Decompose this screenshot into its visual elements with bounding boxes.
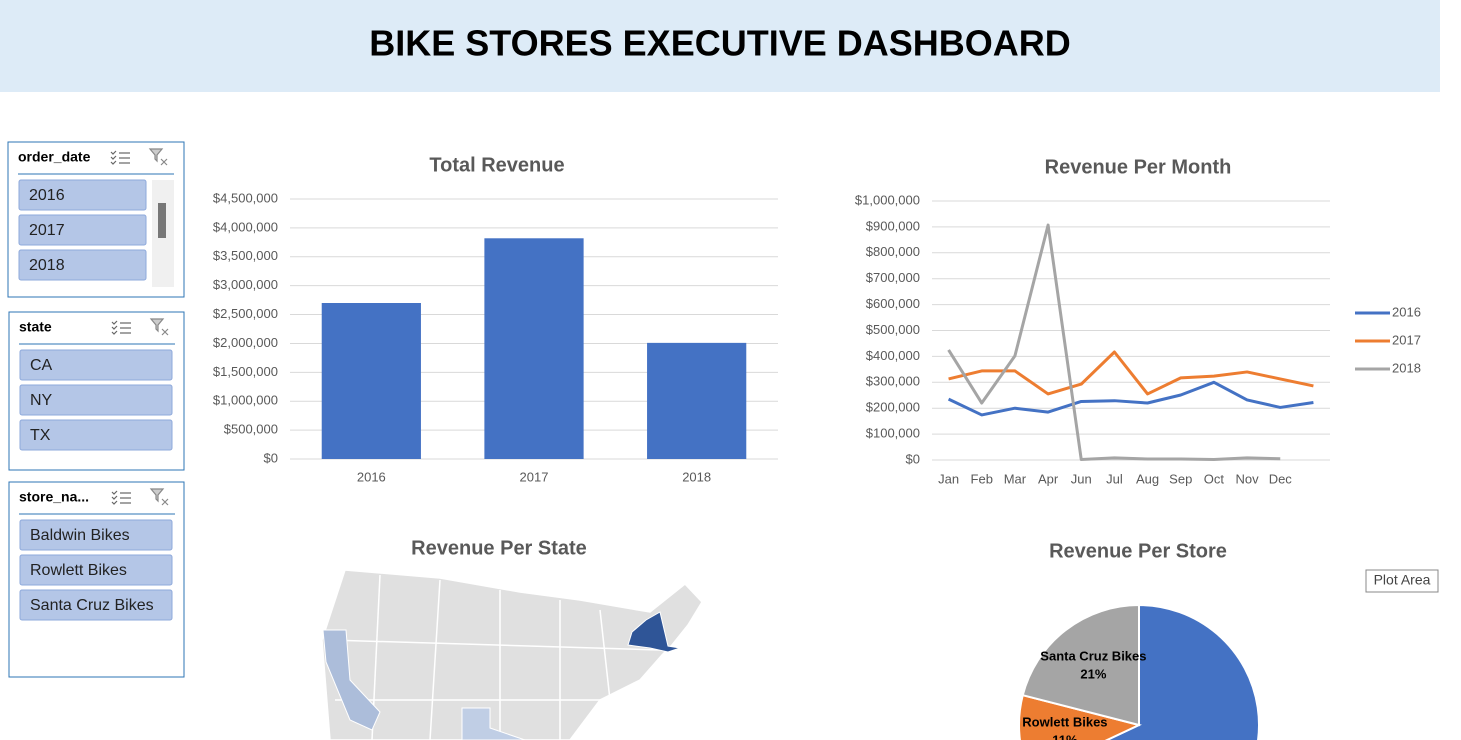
y-tick-label: $400,000 bbox=[866, 348, 920, 363]
x-tick-label: 2016 bbox=[357, 469, 386, 484]
y-tick-label: $4,000,000 bbox=[213, 219, 278, 234]
x-tick-label: 2018 bbox=[682, 469, 711, 484]
x-tick-label: Jul bbox=[1106, 471, 1123, 486]
x-tick-label: Jan bbox=[938, 471, 959, 486]
y-tick-label: $3,500,000 bbox=[213, 248, 278, 263]
pie-value-label: 11% bbox=[1052, 732, 1078, 740]
x-tick-label: Sep bbox=[1169, 471, 1192, 486]
pie-label: Santa Cruz Bikes bbox=[1040, 649, 1146, 664]
map-state bbox=[322, 629, 381, 731]
y-tick-label: $500,000 bbox=[224, 422, 278, 437]
scrollbar-thumb bbox=[158, 203, 166, 238]
slicer-item[interactable] bbox=[19, 554, 173, 586]
x-tick-label: Mar bbox=[1004, 471, 1027, 486]
pie-label: Rowlett Bikes bbox=[1022, 714, 1107, 729]
slicer-item[interactable] bbox=[19, 349, 173, 381]
slicer-item-label[interactable]: Santa Cruz Bikes bbox=[30, 597, 154, 614]
slicer-item-label[interactable]: TX bbox=[30, 427, 51, 444]
x-tick-label: Nov bbox=[1236, 471, 1260, 486]
slicer-item-label[interactable]: Rowlett Bikes bbox=[30, 562, 127, 579]
map-border bbox=[429, 579, 441, 740]
tooltip-text: Plot Area bbox=[1374, 572, 1431, 588]
pie-slice bbox=[1104, 603, 1260, 740]
line-series bbox=[947, 380, 1314, 417]
x-tick-label: Feb bbox=[971, 471, 993, 486]
y-tick-label: $1,000,000 bbox=[855, 192, 920, 207]
pie-slice bbox=[1018, 693, 1142, 740]
bar bbox=[484, 238, 584, 459]
y-tick-label: $2,500,000 bbox=[213, 306, 278, 321]
x-tick-label: Dec bbox=[1269, 471, 1293, 486]
header-band bbox=[0, 0, 1440, 92]
multi-select-button[interactable] bbox=[110, 150, 130, 165]
slicer-item[interactable] bbox=[19, 384, 173, 416]
slicer-item-label[interactable]: 2017 bbox=[29, 222, 65, 239]
slicer-item-label[interactable]: CA bbox=[30, 357, 53, 374]
y-tick-label: $500,000 bbox=[866, 322, 920, 337]
y-tick-label: $300,000 bbox=[866, 374, 920, 389]
y-tick-label: $800,000 bbox=[866, 244, 920, 259]
slicer-item-label[interactable]: Baldwin Bikes bbox=[30, 527, 130, 544]
x-tick-label: Apr bbox=[1038, 471, 1059, 486]
legend-label: 2017 bbox=[1392, 332, 1421, 347]
slicer-item[interactable] bbox=[18, 249, 147, 281]
slicer-header: order_date bbox=[18, 149, 91, 165]
y-tick-label: $900,000 bbox=[866, 218, 920, 233]
y-tick-label: $0 bbox=[264, 450, 278, 465]
multi-select-button[interactable] bbox=[111, 320, 131, 335]
chart-title: Revenue Per Month bbox=[1045, 156, 1232, 178]
map-state bbox=[461, 707, 526, 740]
x-tick-label: Jun bbox=[1071, 471, 1092, 486]
line-series bbox=[948, 350, 1314, 396]
map-state bbox=[627, 611, 681, 653]
bar bbox=[321, 303, 421, 459]
slicer-item[interactable] bbox=[19, 519, 173, 551]
legend-label: 2018 bbox=[1392, 360, 1421, 375]
clear-filter-button[interactable] bbox=[148, 148, 168, 166]
slicer-item[interactable] bbox=[18, 214, 147, 246]
slicer-item[interactable] bbox=[19, 589, 173, 621]
y-tick-label: $700,000 bbox=[866, 270, 920, 285]
slicer-header: state bbox=[19, 319, 52, 335]
slicer-item[interactable] bbox=[18, 179, 147, 211]
y-tick-label: $0 bbox=[906, 451, 920, 466]
line-series bbox=[947, 223, 1281, 461]
slicer-item[interactable] bbox=[19, 419, 173, 451]
x-tick-label: Aug bbox=[1136, 471, 1159, 486]
bar bbox=[647, 342, 747, 459]
chart-title: Revenue Per Store bbox=[1049, 540, 1227, 562]
chart-title: Revenue Per State bbox=[411, 537, 587, 559]
slicer-item-label[interactable]: 2016 bbox=[29, 187, 65, 204]
tooltip-box bbox=[1365, 569, 1439, 593]
legend-label: 2016 bbox=[1392, 304, 1421, 319]
pie-slice bbox=[1021, 603, 1140, 727]
map-land bbox=[321, 569, 703, 740]
y-tick-label: $1,500,000 bbox=[213, 364, 278, 379]
clear-filter-button[interactable] bbox=[149, 318, 169, 336]
x-tick-label: Oct bbox=[1204, 471, 1225, 486]
y-tick-label: $600,000 bbox=[866, 296, 920, 311]
slicer-header: store_na... bbox=[19, 489, 89, 505]
slicer-item-label[interactable]: NY bbox=[30, 392, 53, 409]
slicer-item-label[interactable]: 2018 bbox=[29, 257, 65, 274]
y-tick-label: $3,000,000 bbox=[213, 277, 278, 292]
chart-title: Total Revenue bbox=[429, 154, 564, 176]
y-tick-label: $4,500,000 bbox=[213, 190, 278, 205]
multi-select-button[interactable] bbox=[111, 490, 131, 505]
pie-value-label: 21% bbox=[1080, 667, 1106, 682]
y-tick-label: $2,000,000 bbox=[213, 335, 278, 350]
y-tick-label: $1,000,000 bbox=[213, 393, 278, 408]
clear-filter-button[interactable] bbox=[149, 488, 169, 506]
y-tick-label: $100,000 bbox=[866, 426, 920, 441]
y-tick-label: $200,000 bbox=[866, 400, 920, 415]
map-border bbox=[599, 609, 611, 701]
x-tick-label: 2017 bbox=[520, 469, 549, 484]
dashboard-title: BIKE STORES EXECUTIVE DASHBOARD bbox=[369, 23, 1070, 64]
